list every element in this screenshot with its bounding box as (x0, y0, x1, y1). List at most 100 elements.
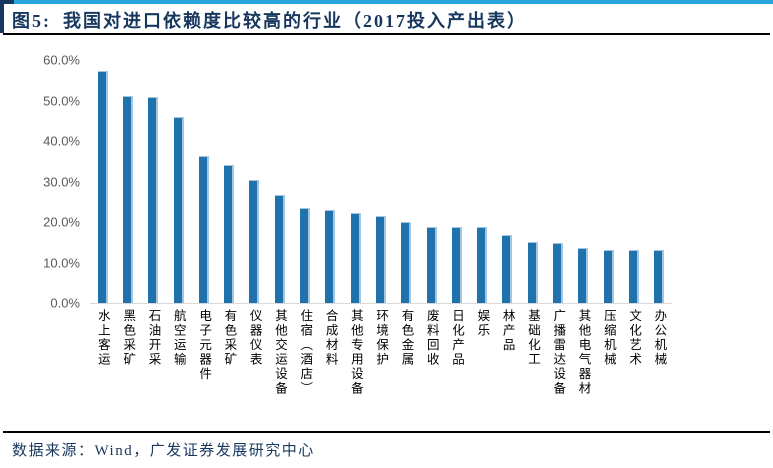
bar (173, 117, 184, 303)
bar-slot (191, 60, 216, 303)
bar (654, 250, 665, 303)
category-slot: 废料回收 (419, 309, 444, 367)
bar-slot (216, 60, 241, 303)
category-label: 电子元器件 (197, 309, 212, 382)
category-slot: 环境保护 (368, 309, 393, 367)
category-label: 日化产品 (450, 309, 465, 367)
bar-slot (115, 60, 140, 303)
bar (628, 249, 639, 303)
bar-slot (596, 60, 621, 303)
bar (426, 226, 437, 303)
category-slot: 其他交运设备 (267, 309, 292, 396)
bar (578, 247, 589, 303)
bar-slot (495, 60, 520, 303)
category-label: 废料回收 (424, 309, 439, 367)
y-tick-label: 20.0% (43, 214, 80, 230)
x-axis-line (90, 303, 672, 304)
bar (477, 227, 488, 303)
category-slot: 有色金属 (394, 309, 419, 367)
bar-slot (545, 60, 570, 303)
bar-slot (647, 60, 672, 303)
category-axis-labels: 水上客运 黑色采矿 石油开采 航空运输 电子元器件 有色采矿 仪器仪表 其他交运设备 住宿（酒店… (90, 309, 672, 396)
bar-slot (343, 60, 368, 303)
corner-accent-horizontal (0, 0, 14, 4)
category-label: 航空运输 (171, 309, 186, 367)
category-slot: 广播雷达设备 (545, 309, 570, 396)
category-label: 有色金属 (399, 309, 414, 367)
category-slot: 办公机械 (647, 309, 672, 367)
y-tick-label: 0.0% (50, 295, 80, 311)
bar-slot (242, 60, 267, 303)
category-slot: 石油开采 (141, 309, 166, 367)
category-label: 压缩机械 (601, 309, 616, 367)
category-slot: 其他专用设备 (343, 309, 368, 396)
category-label: 仪器仪表 (247, 309, 262, 367)
category-label: 林产品 (500, 309, 515, 353)
category-slot: 林产品 (495, 309, 520, 353)
category-slot: 水上客运 (90, 309, 115, 367)
category-slot: 仪器仪表 (242, 309, 267, 367)
bar (451, 227, 462, 303)
bar (552, 243, 563, 303)
bar (198, 156, 209, 303)
figure-title-text: 我国对进口依赖度比较高的行业（2017投入产出表） (63, 11, 527, 31)
footer-divider (3, 431, 770, 433)
bar (148, 96, 159, 303)
y-tick-label: 30.0% (43, 174, 80, 189)
category-slot: 合成材料 (318, 309, 343, 367)
y-tick-label: 60.0% (43, 52, 80, 68)
y-tick-label: 10.0% (43, 255, 80, 270)
y-axis: 0.0% 10.0% 20.0% 30.0% 40.0% 50.0% 60.0% (18, 54, 80, 310)
category-slot: 住宿（酒店） (292, 309, 317, 396)
bar (274, 194, 285, 303)
bar (603, 249, 614, 303)
category-label: 合成材料 (323, 309, 338, 367)
corner-accent-vertical (0, 0, 4, 33)
bar-slot (520, 60, 545, 303)
bar-slot (292, 60, 317, 303)
category-label: 黑色采矿 (121, 309, 136, 367)
category-label: 基础化工 (525, 309, 540, 367)
bar (375, 216, 386, 303)
category-slot: 电子元器件 (191, 309, 216, 382)
figure-title: 图5: 我国对进口依赖度比较高的行业（2017投入产出表） (12, 7, 762, 33)
category-label: 水上客运 (95, 309, 110, 367)
top-accent-rule (14, 0, 773, 4)
bar (502, 235, 513, 303)
bar-slot (444, 60, 469, 303)
category-slot: 日化产品 (444, 309, 469, 367)
bar-slot (419, 60, 444, 303)
bar (401, 222, 412, 303)
figure-label: 图5: (12, 11, 51, 31)
category-label: 娱乐 (475, 309, 490, 338)
bar (224, 164, 235, 303)
category-label: 有色采矿 (222, 309, 237, 367)
category-label: 住宿（酒店） (298, 309, 313, 396)
category-slot: 文化艺术 (621, 309, 646, 367)
bar-slot (621, 60, 646, 303)
category-label: 石油开采 (146, 309, 161, 367)
bar (527, 242, 538, 303)
bar-slot (368, 60, 393, 303)
category-label: 其他专用设备 (348, 309, 363, 396)
category-slot: 黑色采矿 (115, 309, 140, 367)
bar (249, 179, 260, 303)
category-slot: 基础化工 (520, 309, 545, 367)
bar-slot (141, 60, 166, 303)
bar-slot (166, 60, 191, 303)
bar (350, 212, 361, 303)
category-slot: 有色采矿 (216, 309, 241, 367)
bar (97, 70, 108, 303)
source-note: 数据来源：Wind，广发证券发展研究中心 (12, 443, 315, 459)
bar-slot (469, 60, 494, 303)
title-divider (3, 33, 770, 35)
bar-slot (394, 60, 419, 303)
category-label: 文化艺术 (627, 309, 642, 367)
bar (325, 209, 336, 303)
bar-slot (90, 60, 115, 303)
bar-chart-plot-area (90, 60, 672, 303)
bar (300, 208, 311, 303)
category-label: 其他电气器材 (576, 309, 591, 396)
category-slot: 压缩机械 (596, 309, 621, 367)
bar-slot (571, 60, 596, 303)
